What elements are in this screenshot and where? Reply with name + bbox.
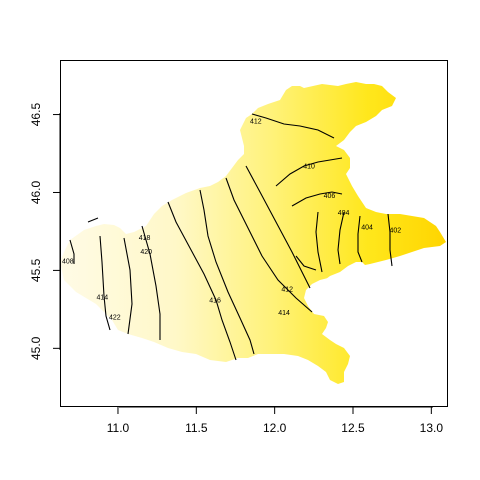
x-axis-ticks: 11.0 11.5 12.0 12.5 13.0 xyxy=(107,407,444,435)
contour-line-414-west xyxy=(87,217,111,331)
lagoon xyxy=(322,262,366,282)
contour-label: 408 xyxy=(62,259,74,266)
veneto-region-shape xyxy=(60,82,446,384)
contour-line-404-b xyxy=(337,211,345,265)
contour-line-412-central xyxy=(245,165,311,289)
x-tick-label: 11.5 xyxy=(185,421,208,435)
contour-label: 412 xyxy=(281,287,293,294)
contour-lines xyxy=(69,113,393,361)
contour-line-406 xyxy=(291,191,343,271)
contour-label: 418 xyxy=(139,235,151,242)
contour-line-418 xyxy=(167,201,237,361)
contour-line-404-c xyxy=(357,215,363,263)
region-fill xyxy=(60,82,446,384)
contour-label: 414 xyxy=(278,310,290,317)
contour-label: 404 xyxy=(338,210,350,217)
contour-label: 410 xyxy=(303,163,315,170)
contour-line-422 xyxy=(123,237,133,335)
y-tick-label: 46.5 xyxy=(29,103,43,127)
contour-label: 414 xyxy=(96,294,108,301)
x-tick-label: 12.5 xyxy=(341,421,365,435)
contour-line-412-north xyxy=(251,113,335,139)
y-axis-ticks: 45.0 45.5 46.0 46.5 xyxy=(29,103,60,360)
contour-line-410 xyxy=(275,157,343,187)
contour-labels: 408 414 422 420 418 416 412 410 406 412 414 404 404 4… xyxy=(62,118,401,322)
x-tick-label: 11.0 xyxy=(107,421,130,435)
contour-line-420 xyxy=(141,225,161,340)
contour-line-416 xyxy=(199,189,255,355)
contour-label: 406 xyxy=(324,193,336,200)
y-tick-label: 45.5 xyxy=(29,258,43,282)
y-tick-label: 46.0 xyxy=(29,180,43,204)
contour-line-414-central xyxy=(225,177,313,313)
contour-label: 416 xyxy=(209,298,221,305)
contour-line-408 xyxy=(69,239,75,264)
x-tick-label: 12.0 xyxy=(263,421,287,435)
contour-label: 420 xyxy=(140,249,152,256)
contour-label: 404 xyxy=(361,224,373,231)
contour-label: 412 xyxy=(250,118,262,125)
contour-label: 422 xyxy=(109,315,121,322)
contour-line-404-a xyxy=(315,211,323,273)
contour-line-402 xyxy=(387,213,393,267)
x-tick-label: 13.0 xyxy=(420,421,444,435)
contour-label: 402 xyxy=(389,227,401,234)
y-tick-label: 45.0 xyxy=(29,336,43,360)
